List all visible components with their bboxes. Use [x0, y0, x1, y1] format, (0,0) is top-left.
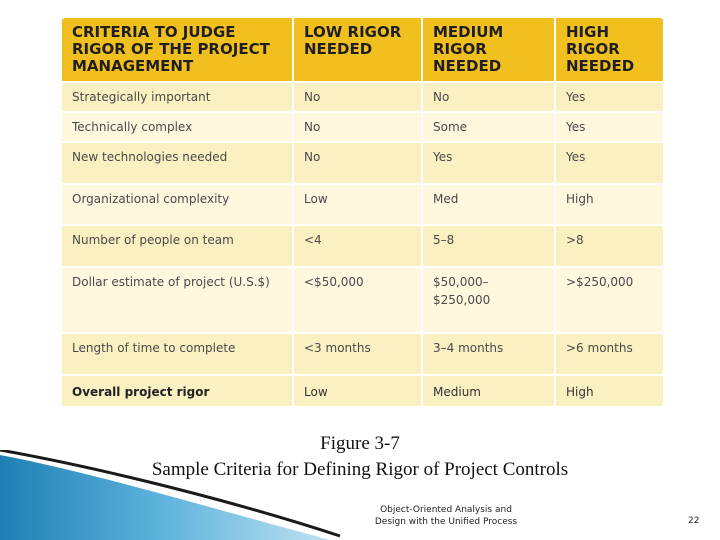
header-medium-rigor: MEDIUM RIGOR NEEDED	[423, 18, 554, 81]
low-cell: <4	[294, 226, 421, 266]
criteria-cell: Number of people on team	[62, 226, 292, 266]
high-cell: Yes	[556, 143, 663, 183]
figure-number: Figure 3-7	[320, 433, 400, 454]
table-row: Number of people on team <4 5–8 >8	[62, 226, 663, 266]
table-row: Technically complex No Some Yes	[62, 113, 663, 141]
low-cell: No	[294, 113, 421, 141]
footer-course-title: Object-Oriented Analysis and Design with…	[362, 504, 530, 528]
header-criteria: CRITERIA TO JUDGE RIGOR OF THE PROJECT M…	[62, 18, 292, 81]
criteria-cell: Strategically important	[62, 83, 292, 111]
total-medium-cell: Medium	[423, 376, 554, 406]
decorative-swoosh	[0, 450, 341, 540]
medium-cell: Yes	[423, 143, 554, 183]
criteria-cell: New technologies needed	[62, 143, 292, 183]
criteria-cell: Technically complex	[62, 113, 292, 141]
criteria-cell: Length of time to complete	[62, 334, 292, 374]
high-cell: Yes	[556, 113, 663, 141]
medium-cell: Some	[423, 113, 554, 141]
total-criteria-cell: Overall project rigor	[62, 376, 292, 406]
rigor-criteria-table-container: CRITERIA TO JUDGE RIGOR OF THE PROJECT M…	[60, 16, 665, 408]
rigor-criteria-table: CRITERIA TO JUDGE RIGOR OF THE PROJECT M…	[60, 16, 665, 408]
high-cell: >$250,000	[556, 267, 663, 333]
table-row: Strategically important No No Yes	[62, 83, 663, 111]
total-row: Overall project rigor Low Medium High	[62, 376, 663, 406]
high-cell: Yes	[556, 83, 663, 111]
low-cell: Low	[294, 184, 421, 225]
medium-cell: 3–4 months	[423, 334, 554, 374]
high-cell: High	[556, 184, 663, 225]
figure-caption: Sample Criteria for Defining Rigor of Pr…	[151, 459, 569, 480]
medium-cell: $50,000–$250,000	[423, 267, 554, 333]
criteria-cell: Organizational complexity	[62, 184, 292, 225]
medium-cell: No	[423, 83, 554, 111]
criteria-cell: Dollar estimate of project (U.S.$)	[62, 267, 292, 333]
low-cell: <$50,000	[294, 267, 421, 333]
total-high-cell: High	[556, 376, 663, 406]
page-number: 22	[688, 516, 700, 526]
low-cell: No	[294, 83, 421, 111]
table-row: Dollar estimate of project (U.S.$) <$50,…	[62, 267, 663, 333]
table-row: New technologies needed No Yes Yes	[62, 143, 663, 183]
table-header-row: CRITERIA TO JUDGE RIGOR OF THE PROJECT M…	[62, 18, 663, 81]
header-high-rigor: HIGH RIGOR NEEDED	[556, 18, 663, 81]
table-row: Organizational complexity Low Med High	[62, 184, 663, 225]
medium-cell: 5–8	[423, 226, 554, 266]
low-cell: No	[294, 143, 421, 183]
medium-cell: Med	[423, 184, 554, 225]
high-cell: >8	[556, 226, 663, 266]
header-low-rigor: LOW RIGOR NEEDED	[294, 18, 421, 81]
swoosh-blue-shape	[0, 455, 330, 540]
total-low-cell: Low	[294, 376, 421, 406]
high-cell: >6 months	[556, 334, 663, 374]
table-row: Length of time to complete <3 months 3–4…	[62, 334, 663, 374]
footer-line-2: Design with the Unified Process	[374, 517, 518, 527]
swoosh-dark-line	[0, 450, 341, 538]
footer-line-1: Object-Oriented Analysis and	[380, 505, 512, 515]
low-cell: <3 months	[294, 334, 421, 374]
